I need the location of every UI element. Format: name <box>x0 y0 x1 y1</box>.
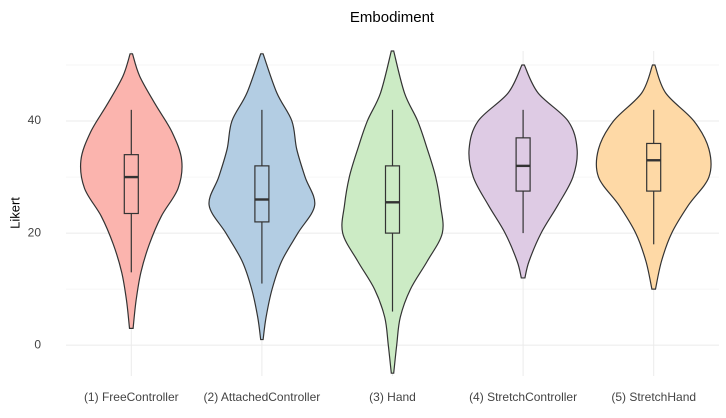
x-tick-label: (2) AttachedController <box>204 390 321 404</box>
y-tick-label: 20 <box>28 225 42 239</box>
violin <box>595 64 712 290</box>
x-tick-label: (3) Hand <box>369 390 416 404</box>
box <box>123 154 139 215</box>
y-axis-label: Likert <box>7 197 22 229</box>
violin <box>79 53 183 329</box>
x-tick-label: (1) FreeController <box>84 390 179 404</box>
y-tick-label: 40 <box>28 113 42 127</box>
box <box>515 137 531 192</box>
violin <box>341 50 444 374</box>
box <box>646 142 662 192</box>
y-tick-label: 0 <box>34 337 41 351</box>
box <box>384 165 401 234</box>
violin <box>468 64 578 279</box>
x-tick-label: (5) StretchHand <box>611 390 696 404</box>
x-tick-label: (4) StretchController <box>469 390 577 404</box>
chart-title: Embodiment <box>350 9 435 26</box>
violin <box>208 53 316 341</box>
box <box>254 165 270 223</box>
